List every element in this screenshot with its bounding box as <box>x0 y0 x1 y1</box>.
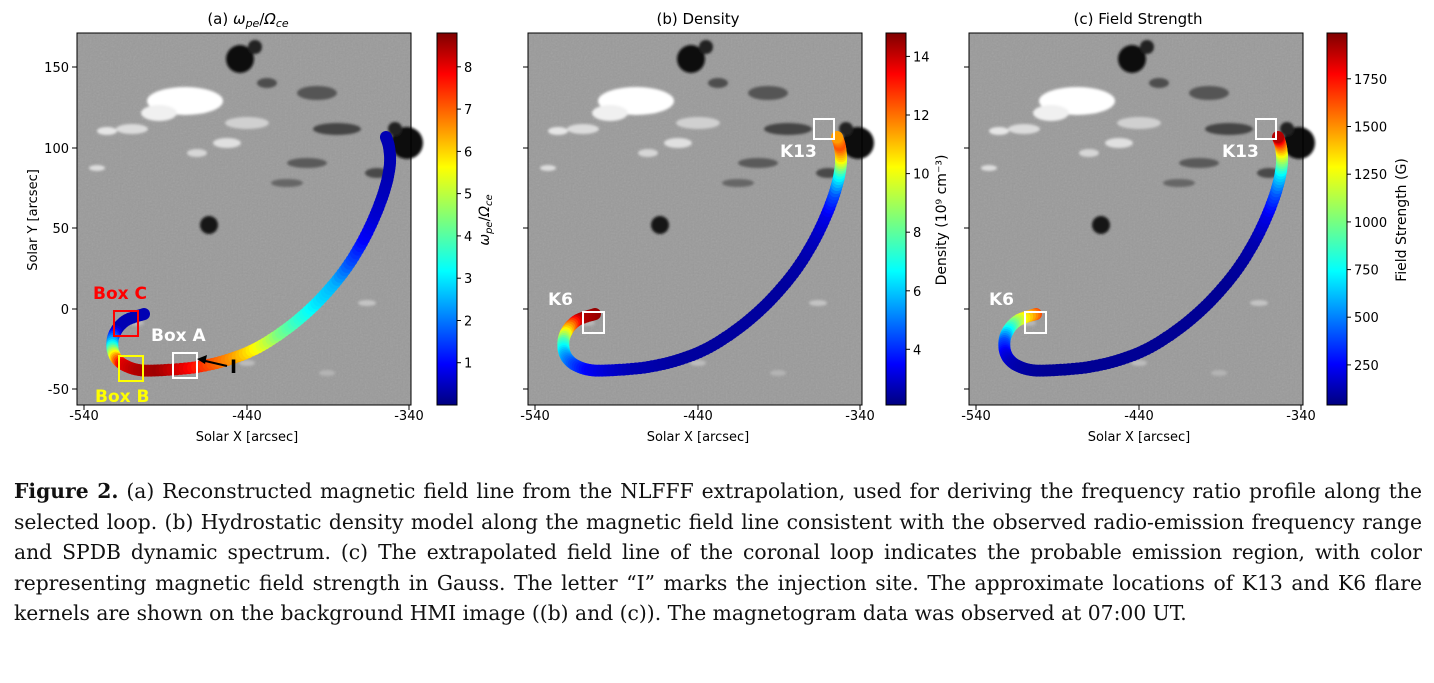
k6-box <box>582 311 605 334</box>
colorbar-tick-label: 2 <box>464 315 472 330</box>
colorbar-tick-label: 6 <box>913 285 921 300</box>
colorbar-a-label: ωpe/Ωce <box>477 194 495 245</box>
xtick-label: -540 <box>520 409 550 424</box>
colorbar-tick-label: 1500 <box>1354 121 1387 136</box>
panel-b-xticks: -540 -440 -340 <box>520 66 875 424</box>
colorbar-a: 1 2 3 4 5 6 7 8 ωpe/Ωce <box>436 32 495 406</box>
panel-a-xticks: -540 -440 -340 <box>69 405 424 424</box>
colorbar-tick-label: 12 <box>913 109 930 124</box>
colorbar-tick-label: 8 <box>913 226 921 241</box>
xtick-label: -540 <box>69 409 99 424</box>
panel-a-ylabel: Solar Y [arcsec] <box>26 169 41 271</box>
panel-c-xlabel: Solar X [arcsec] <box>1088 430 1191 445</box>
k6-box <box>1024 311 1047 334</box>
colorbar-tick-label: 500 <box>1354 311 1379 326</box>
panel-c-xticks: -540 -440 -340 <box>961 66 1316 424</box>
figure-caption: Figure 2. (a) Reconstructed magnetic fie… <box>14 476 1422 629</box>
box-c-label: Box C <box>93 284 147 304</box>
panel-b-xlabel: Solar X [arcsec] <box>647 430 750 445</box>
box-a-marker <box>172 352 198 379</box>
k13-label: K13 <box>1222 142 1259 162</box>
ytick-label: 0 <box>61 303 69 318</box>
injection-label: I <box>230 356 237 378</box>
k13-box <box>1255 118 1277 140</box>
colorbar-tick-label: 3 <box>464 272 472 287</box>
panel-a-yticks: 150 100 50 0 -50 <box>44 61 77 398</box>
caption-text: (a) Reconstructed magnetic field line fr… <box>14 479 1422 625</box>
colorbar-b-label: Density (10⁹ cm⁻³) <box>934 155 950 286</box>
k13-label: K13 <box>780 142 817 162</box>
xtick-label: -340 <box>845 409 875 424</box>
loop-point <box>1272 131 1284 143</box>
colorbar-tick-label: 250 <box>1354 359 1379 374</box>
colorbar-tick-label: 4 <box>464 230 472 245</box>
k6-label: K6 <box>989 290 1014 310</box>
panel-a-xlabel: Solar X [arcsec] <box>196 430 299 445</box>
colorbar-c: 250 500 750 1000 1250 1500 1750 Field Strength… <box>1326 32 1410 406</box>
box-a-label: Box A <box>151 326 207 346</box>
ytick-label: 50 <box>52 222 69 237</box>
ytick-label: 100 <box>44 142 69 157</box>
xtick-label: -440 <box>683 409 713 424</box>
ytick-label: 150 <box>44 61 69 76</box>
field-line-loop <box>998 131 1289 377</box>
colorbar-tick-label: 1250 <box>1354 168 1387 183</box>
colorbar-tick-label: 750 <box>1354 264 1379 279</box>
colorbar-tick-label: 10 <box>913 168 930 183</box>
box-b-marker <box>118 355 144 382</box>
colorbar-tick-label: 8 <box>464 61 472 76</box>
xtick-label: -540 <box>961 409 991 424</box>
panel-a-title: (a) ωpe/Ωce <box>207 10 289 30</box>
xtick-label: -340 <box>1286 409 1316 424</box>
panel-c-title: (c) Field Strength <box>1074 10 1203 28</box>
colorbar-c-label: Field Strength (G) <box>1394 158 1410 282</box>
colorbar-tick-label: 14 <box>913 50 930 65</box>
xtick-label: -440 <box>1124 409 1154 424</box>
panel-a: Box C Box A Box B I <box>76 32 423 407</box>
panel-b-title: (b) Density <box>656 10 739 28</box>
loop-point <box>380 131 392 143</box>
colorbar-b: 4 6 8 10 12 14 Density (10⁹ cm⁻³) <box>885 32 950 406</box>
k13-box <box>813 118 835 140</box>
colorbar-tick-label: 1750 <box>1354 73 1387 88</box>
colorbar-tick-label: 1 <box>464 357 472 372</box>
axes-frame <box>76 32 412 406</box>
field-line-loop <box>557 131 848 377</box>
figure-2: Box C Box A Box B I (a) ωpe/Ωce 150 100 … <box>26 10 1410 445</box>
xtick-label: -340 <box>394 409 424 424</box>
caption-label: Figure 2. <box>14 479 119 503</box>
k6-label: K6 <box>548 290 573 310</box>
ytick-label: -50 <box>48 383 69 398</box>
axes-frame <box>527 32 863 406</box>
panel-c: K13 K6 <box>968 32 1315 406</box>
colorbar-tick-label: 5 <box>464 188 472 203</box>
injection-arrow-head <box>197 355 207 364</box>
box-b-label: Box B <box>95 387 149 407</box>
panel-b: K13 K6 <box>527 32 874 406</box>
box-c-marker <box>113 310 139 337</box>
colorbar-tick-label: 7 <box>464 103 472 118</box>
loop-point <box>831 131 843 143</box>
colorbar-tick-label: 1000 <box>1354 216 1387 231</box>
axes-frame <box>968 32 1304 406</box>
colorbar-tick-label: 6 <box>464 145 472 160</box>
colorbar-tick-label: 4 <box>913 343 921 358</box>
xtick-label: -440 <box>232 409 262 424</box>
